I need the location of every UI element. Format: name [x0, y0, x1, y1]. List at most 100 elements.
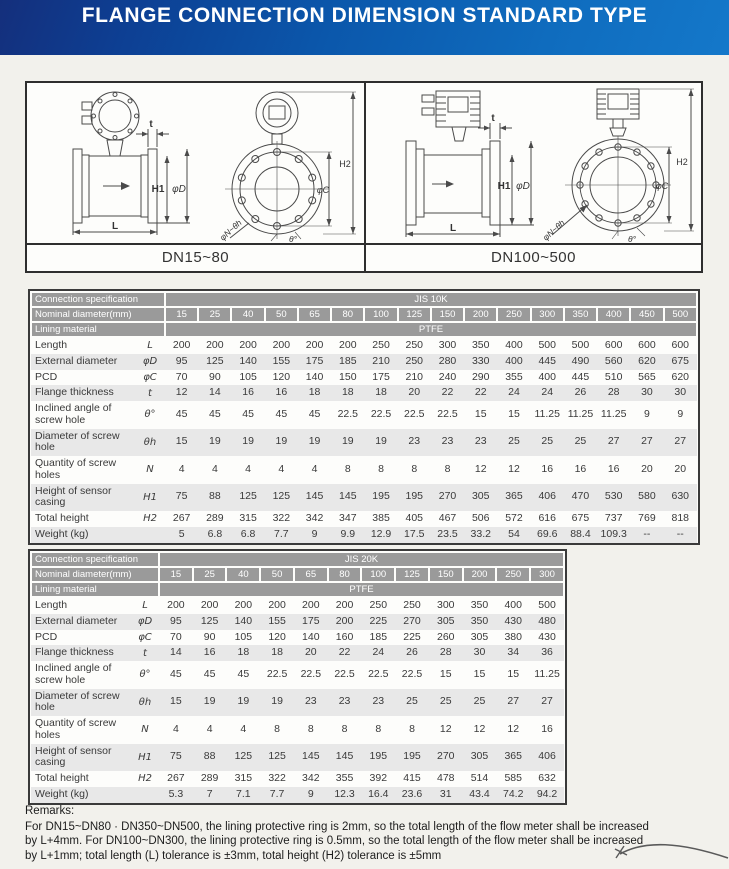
cell-value: 88.4 — [563, 526, 598, 543]
nominal-diameter-value: 40 — [225, 566, 262, 583]
cell-value: 200 — [231, 337, 265, 354]
cell-value: 25 — [428, 688, 463, 716]
cell-value: 565 — [630, 369, 664, 386]
cell-value: 585 — [496, 771, 531, 787]
dim-label-t: t — [491, 113, 495, 124]
cell-value: 8 — [293, 716, 328, 744]
nominal-diameter-value: 500 — [662, 306, 699, 323]
row-symbol: t — [135, 385, 166, 401]
page-title: FLANGE CONNECTION DIMENSION STANDARD TYP… — [81, 4, 648, 27]
row-label: Diameter of screw hole — [31, 428, 135, 456]
cell-value: 34 — [496, 645, 531, 661]
cell-value: 12 — [464, 456, 498, 484]
cell-value: 8 — [327, 716, 362, 744]
cell-value: 500 — [563, 337, 598, 354]
nominal-diameter-value: 200 — [463, 306, 499, 323]
cell-value: 195 — [395, 743, 429, 771]
cell-value: 11.25 — [597, 401, 631, 429]
table-row: Length L 200 200 200 200 200 200 250 250 300 350 400… — [31, 337, 697, 354]
cell-value: 305 — [464, 483, 498, 511]
cell-value: 280 — [430, 353, 465, 370]
cell-value: 23 — [464, 428, 498, 456]
cell-value: 23.6 — [395, 786, 429, 803]
nominal-diameter-value: 25 — [191, 566, 228, 583]
cell-value: 600 — [663, 337, 697, 354]
remarks-line: by L+4mm. For DN100~DN300, the lining pr… — [25, 835, 644, 847]
cell-value: 140 — [231, 353, 265, 370]
cell-value: 25 — [530, 428, 564, 456]
table-row: Inclined angle of screw hole θ° 45 45 45 45 45… — [31, 401, 697, 429]
cell-value: 405 — [397, 511, 431, 527]
row-label: PCD — [31, 629, 131, 646]
nominal-diameter-value: 150 — [427, 566, 464, 583]
cell-value: 200 — [226, 597, 261, 614]
cell-value: 620 — [663, 369, 697, 386]
cell-value: 250 — [397, 337, 431, 354]
cell-value: 155 — [260, 613, 294, 630]
nominal-diameter-value: 50 — [259, 566, 295, 583]
table-row: Flange thickness t 14 16 18 18 20 22 24 26 28 30 34 3… — [31, 645, 564, 661]
row-label: Total height — [31, 511, 135, 527]
cell-value: 140 — [226, 613, 261, 630]
cell-value: 267 — [165, 511, 199, 527]
cell-value: 125 — [260, 743, 294, 771]
cell-value: 510 — [597, 369, 631, 386]
cell-value: 12 — [462, 716, 497, 744]
cell-value: 25 — [497, 428, 531, 456]
cell-value: 289 — [192, 771, 227, 787]
row-symbol — [131, 786, 160, 803]
nominal-diameter-value: 250 — [496, 306, 532, 323]
cell-value: 9.9 — [331, 526, 365, 543]
cell-value: 18 — [364, 385, 398, 401]
cell-value: 500 — [530, 597, 564, 614]
jis-10k-table: Connection specification JIS 10K Nominal d… — [29, 291, 699, 543]
cell-value: 350 — [462, 597, 497, 614]
nominal-diameter-row: Nominal diameter(mm) 15 25 40 50 65 80 100 125 15… — [29, 566, 565, 583]
cell-value: 12 — [496, 716, 531, 744]
nominal-diameter-value: 50 — [263, 306, 299, 323]
cell-value: 305 — [462, 743, 497, 771]
dim-label-l: L — [112, 221, 118, 232]
cell-value: 406 — [530, 483, 564, 511]
cell-value: 150 — [331, 369, 365, 386]
cell-value: 23 — [397, 428, 431, 456]
cell-value: 250 — [361, 597, 396, 614]
cell-value: 19 — [264, 428, 298, 456]
cell-value: 26 — [395, 645, 429, 661]
cell-value: 225 — [361, 613, 396, 630]
cell-value: 20 — [630, 456, 664, 484]
cell-value: 240 — [430, 369, 465, 386]
cell-value: 392 — [361, 771, 396, 787]
cell-value: 28 — [428, 645, 463, 661]
cell-value: 43.4 — [462, 786, 497, 803]
nominal-diameter-row: Nominal diameter(mm) 15 25 40 50 65 80 100 125 15… — [29, 306, 699, 323]
table-row: PCD φC 70 90 105 120 140 150 175 210 240 290 355 400 4… — [31, 369, 697, 386]
nominal-diameter-label: Nominal diameter(mm) — [29, 306, 167, 323]
cell-value: 109.3 — [597, 526, 631, 543]
remarks-section: Remarks: For DN15~DN80 · DN350~DN500, th… — [25, 804, 715, 863]
cell-value: 769 — [630, 511, 664, 527]
table-row: Length L 200 200 200 200 200 200 250 250 300 350 400… — [31, 597, 564, 614]
lining-material-value: PTFE — [164, 321, 698, 338]
nominal-diameter-value: 300 — [529, 306, 565, 323]
cell-value: 140 — [293, 629, 328, 646]
cell-value: 120 — [260, 629, 294, 646]
cell-value: 19 — [260, 688, 294, 716]
row-symbol — [135, 526, 166, 543]
nominal-diameter-value: 200 — [461, 566, 498, 583]
cell-value: 200 — [297, 337, 332, 354]
table-row: Weight (kg) 5 6.8 6.8 7.7 9 9.9 12.9 17.5 23.5 33.… — [31, 526, 697, 543]
lining-material-row: Lining material PTFE — [29, 321, 698, 338]
cell-value: 267 — [159, 771, 193, 787]
cell-value: 16 — [231, 385, 265, 401]
cell-value: 300 — [430, 337, 465, 354]
cell-value: 8 — [260, 716, 294, 744]
nominal-diameter-value: 150 — [429, 306, 466, 323]
cell-value: 33.2 — [464, 526, 498, 543]
row-symbol: θh — [131, 688, 160, 716]
cell-value: 12 — [497, 456, 531, 484]
cell-value: 90 — [198, 369, 232, 386]
cell-value: 347 — [331, 511, 365, 527]
cell-value: 200 — [198, 337, 232, 354]
cell-value: 175 — [293, 613, 328, 630]
